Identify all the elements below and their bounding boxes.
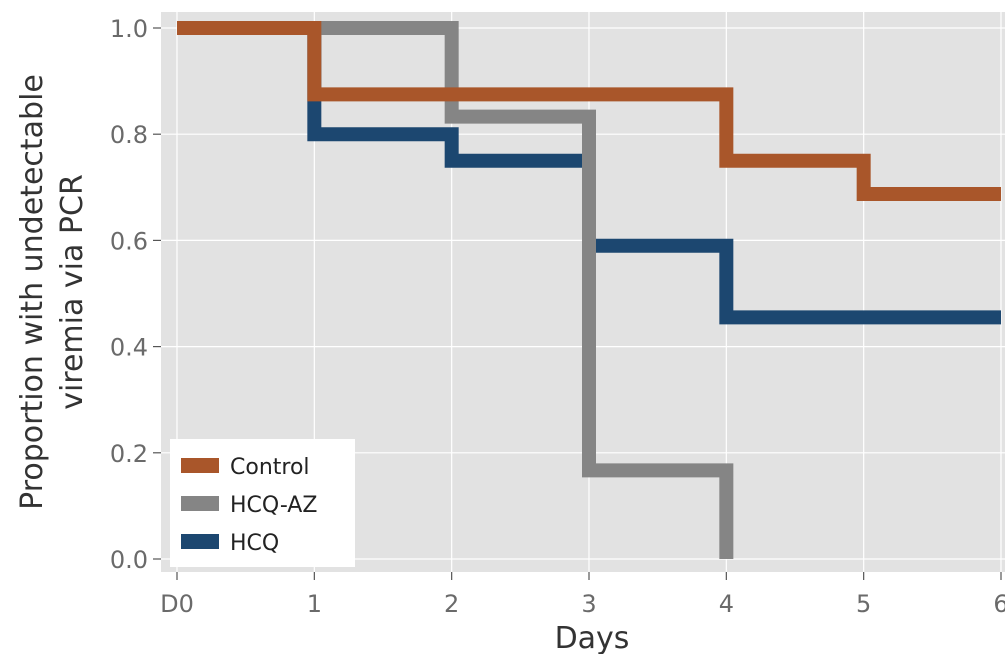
y-tick-label: 0.2 (110, 440, 148, 468)
x-tick-label: 1 (307, 590, 322, 618)
x-tick-label: 5 (856, 590, 871, 618)
series-line-hcq-az (177, 21, 734, 559)
legend: Control HCQ-AZ HCQ (170, 439, 355, 567)
series-line-control (177, 21, 1001, 201)
legend-swatch-control (181, 458, 219, 473)
axis-ticks: D0 1 2 3 4 5 6 0.0 0.2 0.4 0.6 0.8 1.0 (110, 15, 1005, 618)
series-lines (177, 21, 1001, 559)
legend-label-control: Control (230, 455, 310, 480)
legend-swatch-hcq-az (181, 496, 219, 511)
y-tick-label: 0.8 (110, 121, 148, 149)
x-tick-label: 4 (719, 590, 734, 618)
x-axis-label: Days (555, 621, 630, 654)
y-tick-label: 0.4 (110, 334, 148, 362)
y-tick-label: 1.0 (110, 15, 148, 43)
x-tick-label: 6 (993, 590, 1005, 618)
y-tick-label: 0.0 (110, 546, 148, 574)
y-axis-label-line-1: Proportion with undetectable (15, 74, 50, 510)
y-tick-label: 0.6 (110, 227, 148, 255)
y-axis-label-line-2: viremia via PCR (55, 174, 90, 410)
legend-label-hcq-az: HCQ-AZ (230, 493, 317, 518)
x-tick-label: 2 (444, 590, 459, 618)
legend-swatch-hcq (181, 534, 219, 549)
x-tick-label: 3 (581, 590, 596, 618)
x-tick-label: D0 (160, 590, 194, 618)
legend-label-hcq: HCQ (230, 531, 279, 556)
